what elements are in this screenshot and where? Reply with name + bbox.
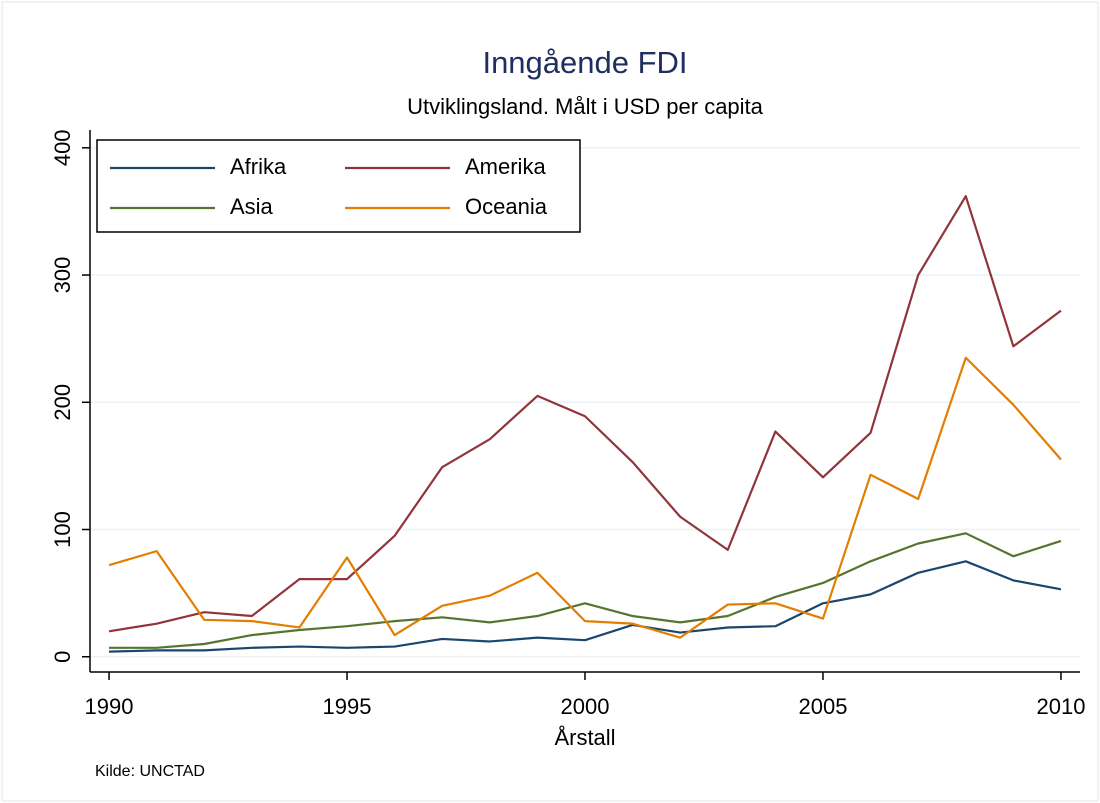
series-line	[109, 532, 1062, 649]
legend-label: Oceania	[465, 194, 548, 219]
legend-label: Amerika	[465, 154, 546, 179]
x-tick-label: 1990	[85, 694, 134, 719]
chart-title: Inngående FDI	[482, 45, 687, 80]
chart-subtitle: Utviklingsland. Målt i USD per capita	[407, 94, 764, 119]
x-tick-label: 2005	[799, 694, 848, 719]
legend-box	[96, 139, 581, 233]
y-tick-label: 200	[50, 384, 75, 421]
series-line	[108, 356, 1062, 639]
series-line	[109, 560, 1062, 653]
x-tick-label: 1995	[323, 694, 372, 719]
y-tick-label: 400	[50, 129, 75, 166]
x-tick-label: 2000	[561, 694, 610, 719]
source-note: Kilde: UNCTAD	[95, 763, 205, 780]
x-axis-label: Årstall	[554, 725, 615, 750]
legend-label: Afrika	[230, 154, 287, 179]
y-tick-label: 300	[50, 257, 75, 294]
legend-label: Asia	[230, 194, 274, 219]
y-tick-label: 100	[50, 511, 75, 548]
x-tick-label: 2010	[1036, 694, 1085, 719]
series-line	[108, 195, 1062, 633]
y-tick-label: 0	[50, 651, 75, 663]
